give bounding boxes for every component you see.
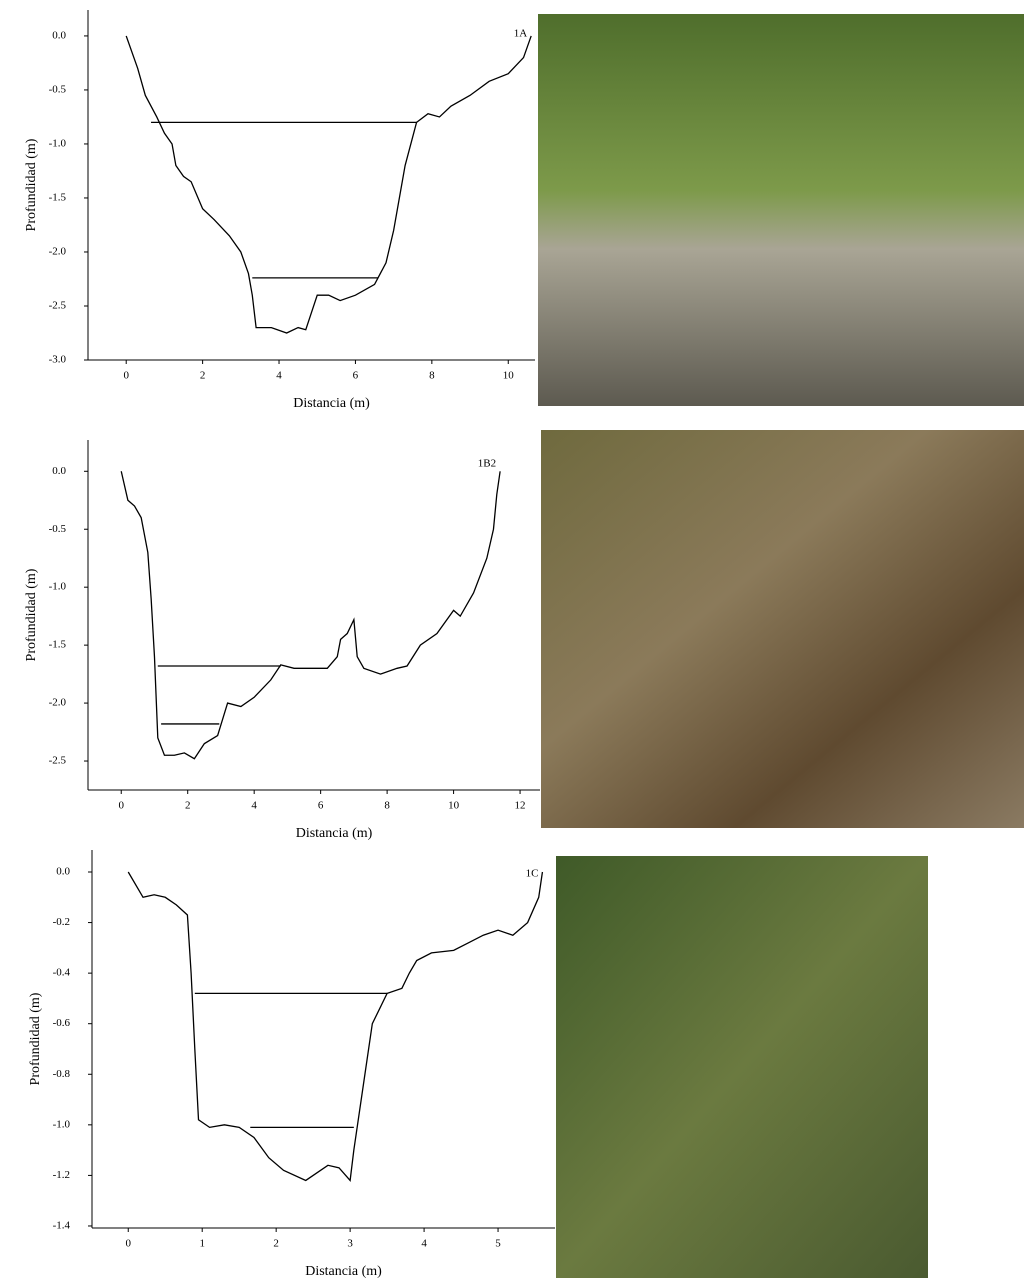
x-tick-label: 1 <box>199 1238 205 1250</box>
y-tick-label: -2.0 <box>49 697 67 709</box>
y-tick-label: 0.0 <box>52 29 66 41</box>
x-tick-label: 0 <box>118 800 124 812</box>
y-tick-label: -1.5 <box>49 191 67 203</box>
y-tick-label: -3.0 <box>49 354 67 366</box>
x-tick-label: 3 <box>347 1238 353 1250</box>
photo <box>556 856 928 1278</box>
y-tick-label: -0.5 <box>49 83 67 95</box>
y-tick-label: 0.0 <box>56 866 70 878</box>
annotation: 1A <box>514 28 528 40</box>
y-tick-label: -0.8 <box>53 1068 71 1080</box>
y-tick-label: -0.5 <box>49 523 67 535</box>
x-tick-label: 6 <box>353 370 359 382</box>
profile-line <box>125 35 532 334</box>
annotation: 1B2 <box>478 458 496 470</box>
x-tick-label: 2 <box>273 1238 279 1250</box>
x-tick-label: 2 <box>185 800 191 812</box>
profile-line <box>127 871 544 1182</box>
y-tick-label: 0.0 <box>52 465 66 477</box>
y-tick-label: -1.5 <box>49 639 67 651</box>
y-tick-label: -0.4 <box>53 967 71 979</box>
x-tick-label: 4 <box>251 800 257 812</box>
x-tick-label: 2 <box>200 370 206 382</box>
profile-line <box>120 471 501 760</box>
x-tick-label: 10 <box>448 800 460 812</box>
y-tick-label: -0.6 <box>53 1017 71 1029</box>
y-axis-title: Profundidad (m) <box>24 138 39 231</box>
x-tick-label: 10 <box>503 370 515 382</box>
x-axis-title: Distancia (m) <box>305 1264 382 1279</box>
y-axis-title: Profundidad (m) <box>24 568 39 661</box>
x-tick-label: 12 <box>515 800 526 812</box>
y-tick-label: -1.2 <box>53 1169 70 1181</box>
annotation: 1C <box>526 868 539 880</box>
y-tick-label: -1.0 <box>49 581 67 593</box>
y-tick-label: -1.0 <box>49 137 67 149</box>
x-tick-label: 8 <box>384 800 390 812</box>
x-axis-title: Distancia (m) <box>296 826 373 841</box>
y-tick-label: -1.4 <box>53 1220 71 1232</box>
y-tick-label: -2.0 <box>49 246 67 258</box>
x-tick-label: 0 <box>125 1238 131 1250</box>
x-axis-title: Distancia (m) <box>293 396 370 411</box>
x-tick-label: 6 <box>318 800 324 812</box>
y-tick-label: -0.2 <box>53 916 70 928</box>
photo <box>541 430 1024 828</box>
x-tick-label: 0 <box>123 370 129 382</box>
y-tick-label: -2.5 <box>49 300 67 312</box>
photo <box>538 14 1024 406</box>
x-tick-label: 8 <box>429 370 435 382</box>
y-axis-title: Profundidad (m) <box>28 992 43 1085</box>
y-tick-label: -1.0 <box>53 1118 71 1130</box>
y-tick-label: -2.5 <box>49 755 67 767</box>
x-tick-label: 4 <box>421 1238 427 1250</box>
x-tick-label: 4 <box>276 370 282 382</box>
x-tick-label: 5 <box>495 1238 501 1250</box>
